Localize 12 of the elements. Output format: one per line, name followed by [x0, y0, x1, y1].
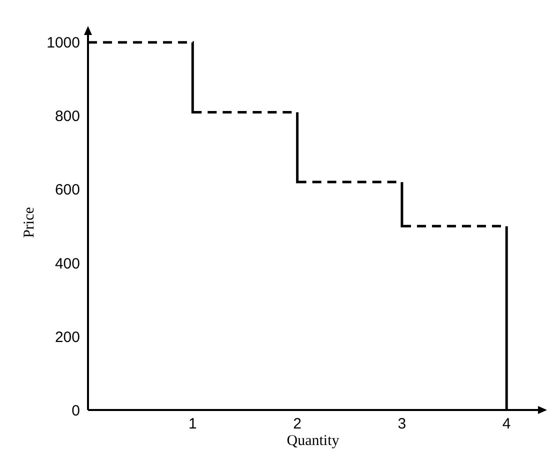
x-tick-label: 2: [293, 416, 302, 433]
y-tick-label: 600: [54, 182, 80, 199]
y-tick-label: 800: [54, 108, 80, 126]
x-tick-label: 4: [502, 416, 511, 433]
y-tick-label: 0: [72, 402, 80, 420]
y-tick-label: 400: [54, 255, 80, 272]
y-tick-label: 1000: [46, 34, 80, 52]
x-tick-label: 1: [188, 416, 197, 433]
x-tick-label: 3: [398, 416, 406, 433]
x-axis-title: Quantity: [286, 433, 340, 449]
y-tick-label: 200: [54, 328, 80, 346]
y-axis-title: Price: [21, 206, 38, 238]
